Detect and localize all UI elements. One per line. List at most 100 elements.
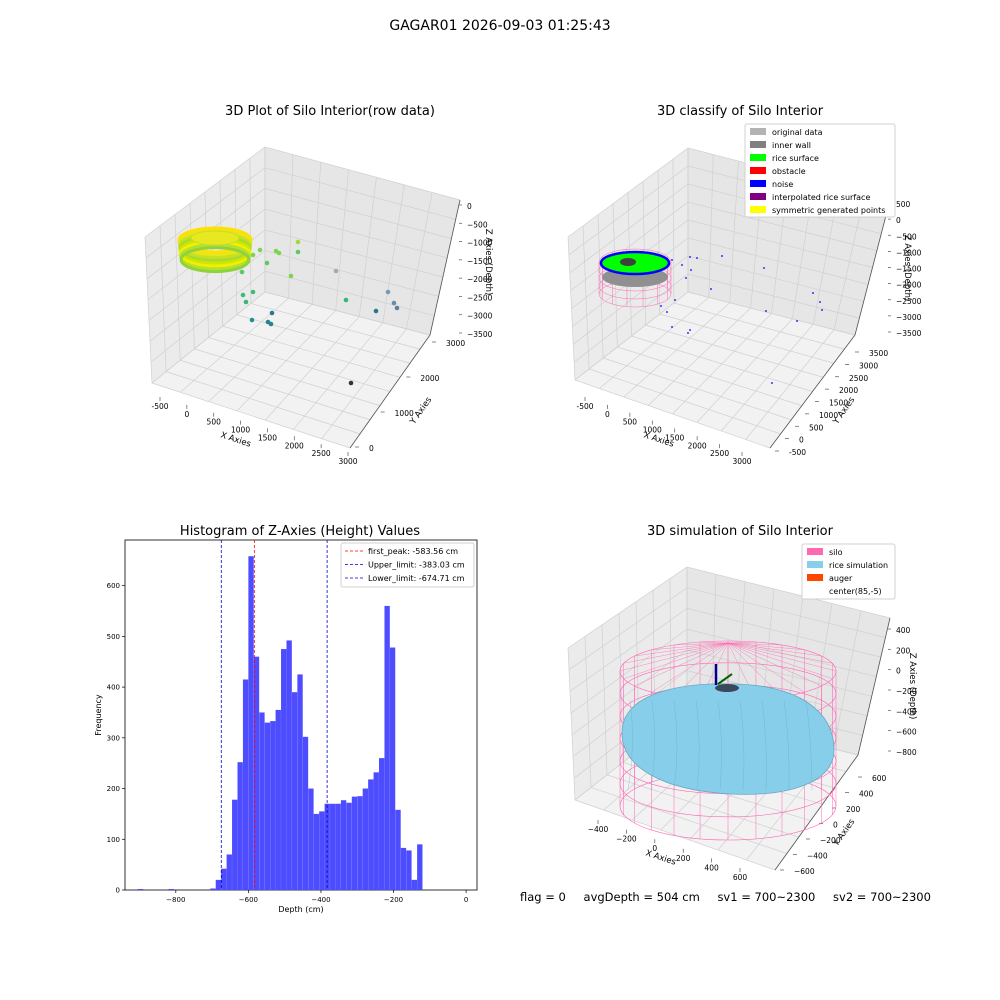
panel2-legend-swatch xyxy=(750,141,766,148)
panel2-z-tick-label: −2000 xyxy=(896,281,922,290)
panel3-bar xyxy=(368,779,374,890)
figure-suptitle: GAGAR01 2026-09-03 01:25:43 xyxy=(389,18,611,34)
panel1-x-axis-line xyxy=(349,334,431,449)
panel3-y-tick-label: 500 xyxy=(107,633,120,641)
panel1-grid-y xyxy=(321,328,407,439)
panel3-title: Histogram of Z-Axies (Height) Values xyxy=(179,524,421,539)
panel1-z-axis-line xyxy=(429,199,461,336)
panel2-floor-pane xyxy=(575,292,855,448)
panel3-bar xyxy=(379,758,385,890)
panel1-z-tick-label: −2000 xyxy=(467,275,493,284)
status-sv1: sv1 = 700~2300 xyxy=(717,890,816,904)
panel3-bar xyxy=(221,868,227,890)
panel3-bar xyxy=(253,656,260,890)
panel2-y-tick-label: 0 xyxy=(799,436,804,445)
panel2-grid-z xyxy=(573,273,860,363)
panel1-point xyxy=(243,299,249,305)
panel3-bar xyxy=(210,888,216,890)
panel2-noise-point xyxy=(763,267,765,269)
panel4-silo-roof xyxy=(634,642,729,657)
status-flag: flag = 0 xyxy=(520,890,566,904)
panel4-x-tick-label: 600 xyxy=(733,873,748,882)
panel4-z-tick-label: −600 xyxy=(896,728,917,737)
panel1-ring-data xyxy=(177,226,253,274)
panel4-grid-z xyxy=(572,670,868,757)
panel3-y-tick-label: 400 xyxy=(107,684,120,692)
panel1-grid-y-wall xyxy=(311,162,322,305)
panel4-rice-mesh-line xyxy=(673,699,678,791)
panel2-legend-swatch xyxy=(750,180,766,187)
panel4-grid-z xyxy=(567,566,891,649)
panel4-grid-z xyxy=(570,628,877,714)
panel4-z-tick-label: −200 xyxy=(896,687,917,696)
panel4-z-axis-label: Z Axies (Depth) xyxy=(907,653,917,720)
panel3-bar xyxy=(400,847,407,890)
panel1-grid-x xyxy=(194,348,381,406)
panel2-noise-point xyxy=(821,309,823,311)
panel1-point xyxy=(250,252,256,258)
panel2-z-tick-label: 500 xyxy=(896,200,911,209)
panel2-z-tick-label: −1000 xyxy=(896,248,922,257)
panel3-legend-label: first_peak: -583.56 cm xyxy=(368,547,458,556)
panel3-bar xyxy=(319,811,325,890)
panel1-grid-x-wall xyxy=(174,214,181,361)
panel4-rice-mesh-line xyxy=(717,699,722,791)
panel4-z-tick-label: 400 xyxy=(896,626,911,635)
panel1-point xyxy=(288,273,294,279)
panel4-grid-x xyxy=(574,799,776,871)
panel2-noise-point xyxy=(671,326,673,328)
panel2-x-tick-label: 2000 xyxy=(688,441,707,450)
panel1-grid-y-wall xyxy=(288,154,294,299)
panel3-bar xyxy=(357,796,363,890)
panel4-x-tick-label: 0 xyxy=(652,844,657,853)
status-avg-depth: avgDepth = 504 cm xyxy=(583,890,700,904)
panel2-z-tick-label: −500 xyxy=(896,232,917,241)
panel1-x-tick-label: 2000 xyxy=(285,441,304,450)
panel2-y-tick-label: 2000 xyxy=(839,386,858,395)
panel3-legend: first_peak: -583.56 cm Upper_limit: -383.… xyxy=(340,542,475,588)
panel2-grid-z xyxy=(574,291,856,381)
panel2-grid-y xyxy=(696,318,793,423)
panel4-grid-z xyxy=(569,608,881,692)
panel4-grid-x xyxy=(606,774,799,838)
panel1-x-tick-label: 1500 xyxy=(258,433,277,442)
panel4-legend-label: rice simulation xyxy=(829,561,888,570)
panel4-auger-blade xyxy=(717,673,733,685)
panel2-z-axis-line xyxy=(854,199,891,336)
panel2-noise-point xyxy=(696,257,698,259)
panel2-x-tick-label: 0 xyxy=(605,410,610,419)
panel4-silo-roof xyxy=(727,642,783,646)
panel4-silo-roof xyxy=(700,641,729,644)
panel4-silo-roof xyxy=(727,642,833,664)
panel1-point xyxy=(240,292,246,298)
panel1-x-tick-label: 1000 xyxy=(231,426,250,435)
panel4-z-tick-label: −400 xyxy=(896,707,917,716)
panel3-bar xyxy=(270,721,276,890)
panel3-bar-outlier xyxy=(137,888,144,890)
panel1-z-tick-label: 0 xyxy=(467,202,472,211)
panel1-grid-y-wall xyxy=(358,177,377,317)
panel4-silo-roof xyxy=(623,642,729,664)
panel2-noise-point xyxy=(689,256,691,258)
panel3-bar xyxy=(389,647,396,890)
panel3-bar xyxy=(417,844,423,890)
panel2-x-tick-label: 1500 xyxy=(665,433,684,442)
panel4-grid-x-wall xyxy=(567,647,576,801)
panel1-z-tick-label: −1000 xyxy=(467,239,493,248)
panel2-legend-swatch xyxy=(750,128,766,135)
panel1-point xyxy=(257,247,263,253)
panel2-grid-y xyxy=(672,313,772,415)
panel3-y-axis-label: Frequency xyxy=(94,694,103,736)
panel4-x-tick-label: 200 xyxy=(676,854,691,863)
panel4-y-tick-label: 200 xyxy=(846,805,861,814)
panel1-grid-x xyxy=(236,314,411,364)
panel4-rice-mesh-line xyxy=(650,699,655,791)
panel2-legend-label: original data xyxy=(772,128,823,137)
panel1-point xyxy=(333,268,339,274)
panel3-bar xyxy=(406,850,412,890)
panel4-rice-mesh-line xyxy=(761,699,767,791)
panel4-silo-roof xyxy=(673,642,729,646)
panel1-y-tick-label: 3000 xyxy=(446,339,465,348)
panel4-y-tick-label: 0 xyxy=(833,821,838,830)
